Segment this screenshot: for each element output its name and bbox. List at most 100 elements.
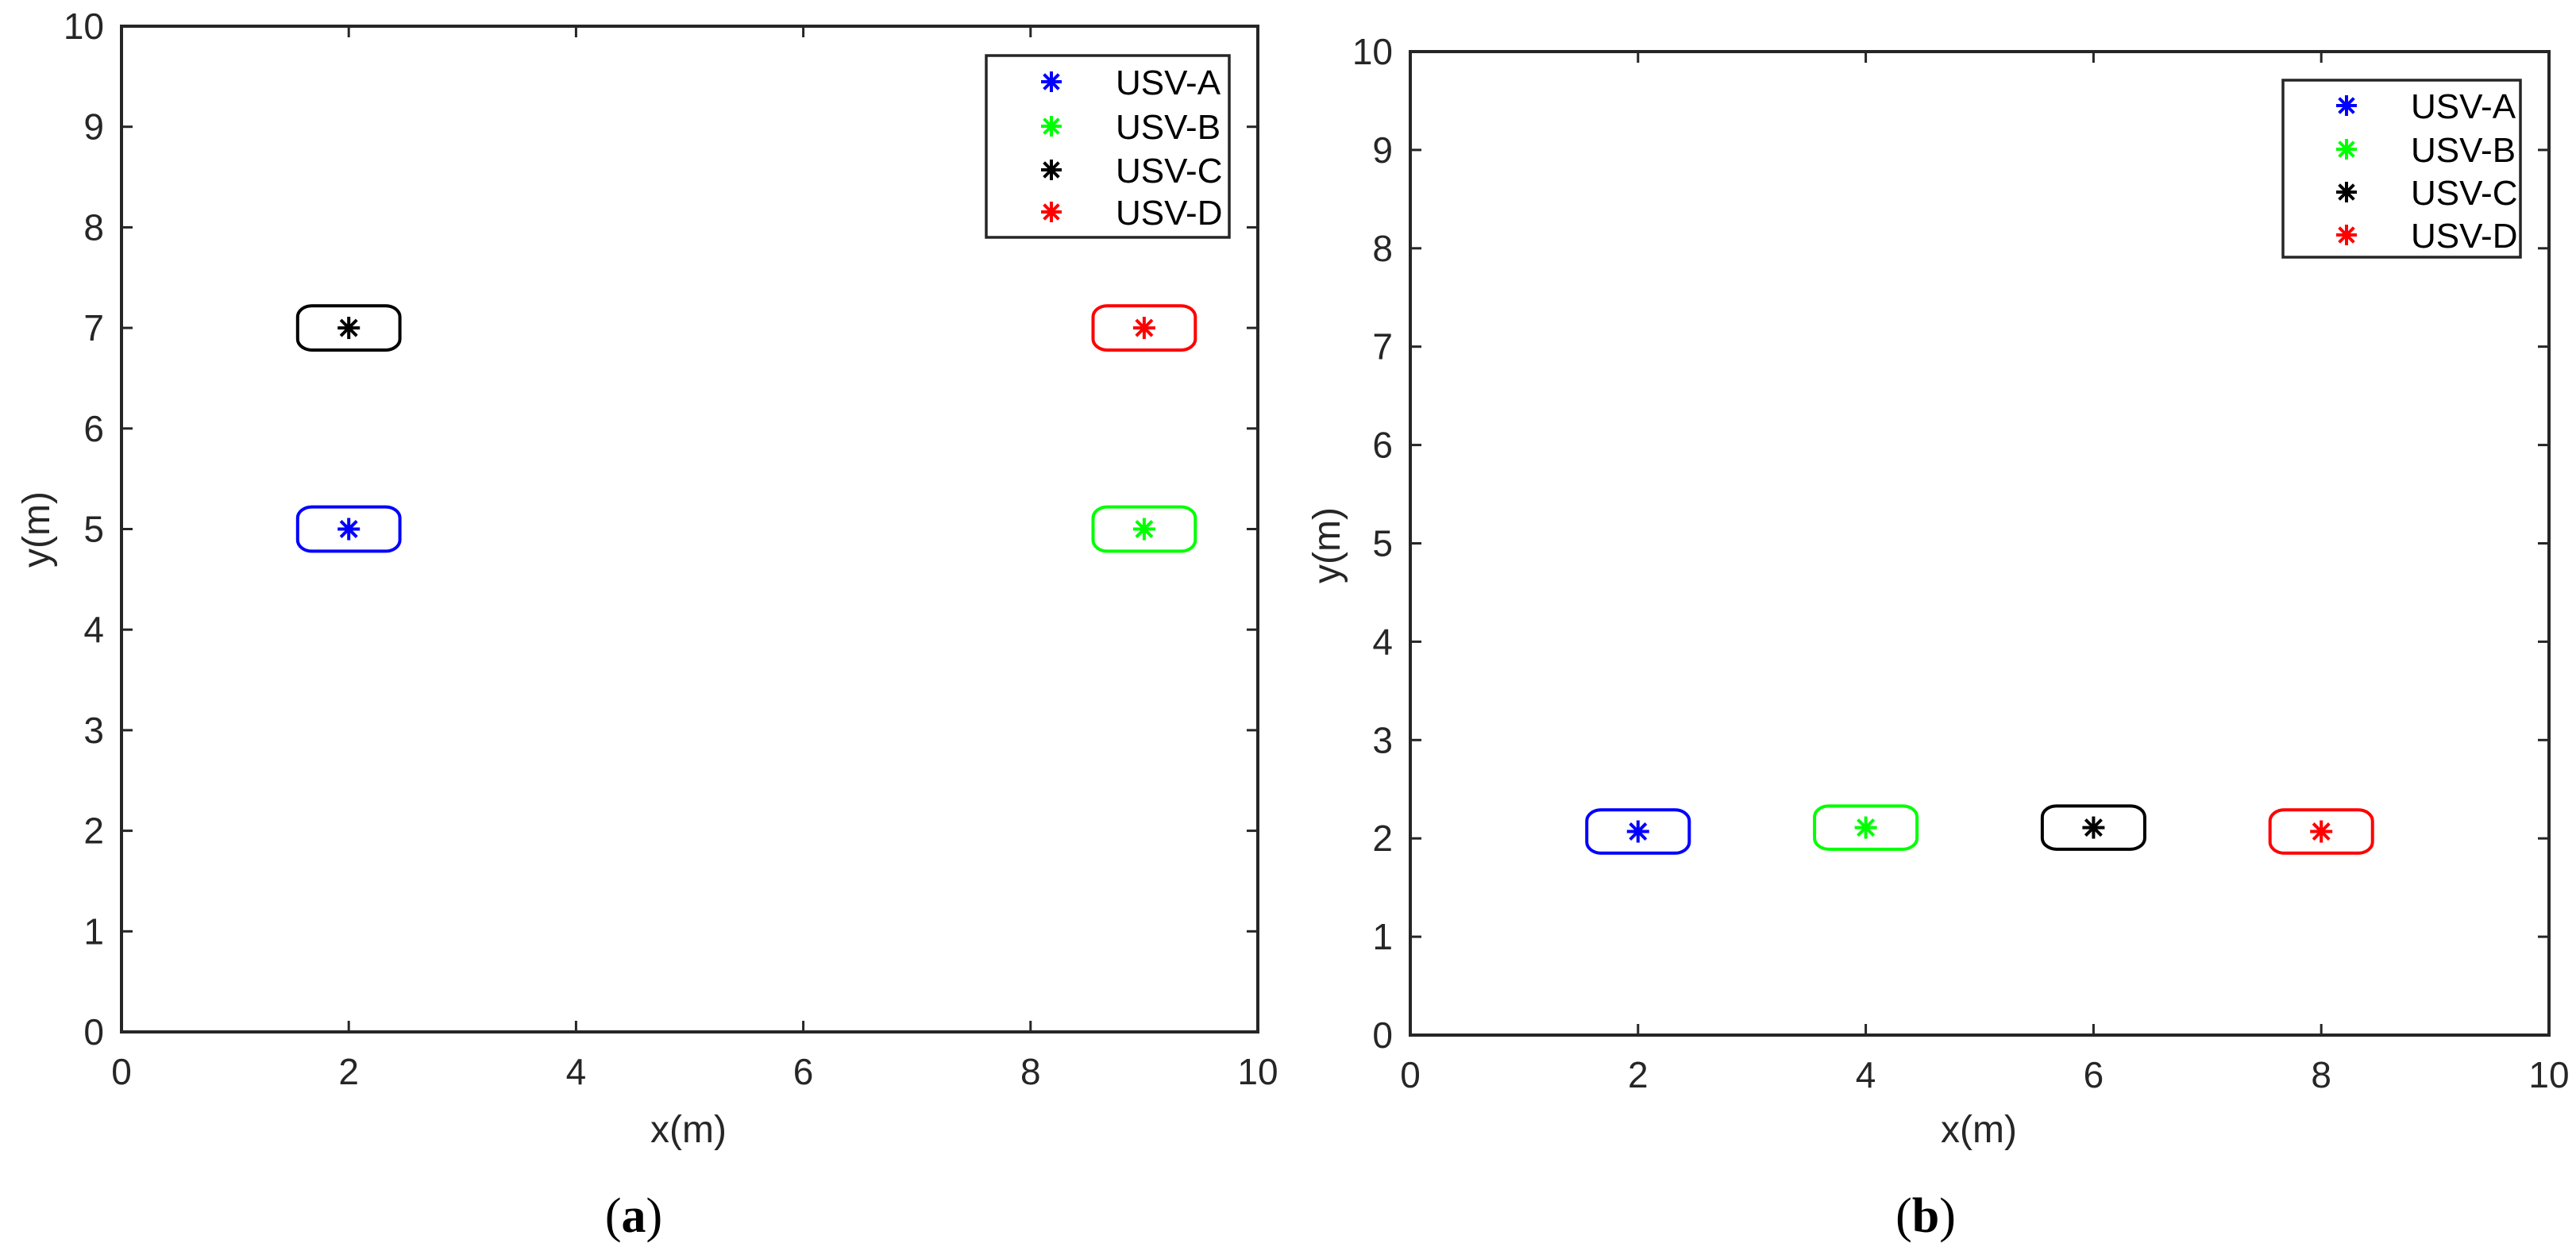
y-tick-label: 7	[1372, 326, 1393, 368]
y-tick-label: 9	[1372, 129, 1393, 171]
y-tick-label: 5	[1372, 523, 1393, 564]
usv-usv-c	[295, 304, 402, 352]
x-axis-label-a: x(m)	[650, 1109, 727, 1151]
asterisk-marker-icon	[2336, 139, 2357, 160]
x-tick-label: 8	[2311, 1054, 2331, 1095]
x-tick-label: 4	[1856, 1054, 1876, 1095]
y-tick-label: 9	[83, 106, 104, 148]
y-axis-label-b: y(m)	[1306, 507, 1348, 583]
legend-item: USV-A	[2336, 87, 2516, 126]
y-tick-label: 2	[83, 810, 104, 852]
y-axis-label-a: y(m)	[16, 491, 58, 568]
y-tick-label: 3	[1372, 719, 1393, 760]
x-tick-label: 10	[1237, 1051, 1278, 1092]
vessel-outline	[295, 304, 402, 352]
x-tick-label: 0	[111, 1051, 132, 1092]
x-tick-label: 10	[2528, 1054, 2569, 1095]
asterisk-marker-icon	[2336, 182, 2357, 202]
panel-caption-b: (b)	[1895, 1189, 1956, 1243]
legend-label: USV-D	[1116, 194, 1222, 233]
asterisk-marker-icon	[2082, 816, 2105, 839]
legend-label: USV-B	[1116, 108, 1221, 147]
asterisk-marker-icon	[1041, 160, 1062, 180]
asterisk-marker-icon	[1626, 820, 1649, 843]
asterisk-marker-icon	[1041, 116, 1062, 137]
usv-usv-d	[1091, 304, 1197, 352]
asterisk-marker-icon	[1132, 317, 1155, 340]
caption-letter: a	[622, 1189, 646, 1243]
panel-b: 0 2 4 6 8 10012345678910x(m)y(m)USV-AUSV-BUSV…	[1306, 31, 2570, 1243]
legend-label: USV-C	[2411, 174, 2517, 213]
x-tick-label: 6	[793, 1051, 814, 1092]
vessel-outline	[1585, 808, 1691, 855]
asterisk-marker-icon	[2336, 225, 2357, 245]
y-tick-label: 4	[1372, 621, 1393, 662]
legend-item: USV-B	[1041, 108, 1221, 147]
x-tick-label: 8	[1020, 1051, 1041, 1092]
asterisk-marker-icon	[337, 317, 361, 340]
legend-item: USV-C	[2336, 174, 2517, 213]
y-tick-label: 0	[83, 1011, 104, 1053]
caption-letter: b	[1912, 1189, 1939, 1243]
y-tick-label: 7	[83, 307, 104, 348]
y-tick-label: 3	[83, 710, 104, 751]
panel-a: 0 2 4 6 8 10 0 1 2 3 4 5 6 7 8 9 10 x(m) y(m) USV-A USV-B USV…	[16, 6, 1278, 1243]
usv-usv-a	[295, 505, 402, 553]
y-tick-label: 1	[83, 910, 104, 952]
y-tick-label: 10	[64, 6, 104, 47]
usv-usv-c	[2040, 804, 2146, 851]
y-tick-label: 8	[83, 206, 104, 248]
asterisk-marker-icon	[2336, 95, 2357, 116]
x-tick-label: 4	[566, 1051, 587, 1092]
usv-usv-b	[1813, 804, 1919, 851]
legend-b: USV-A USV-B USV-C USV-D	[2281, 79, 2522, 259]
legend-item: USV-B	[2336, 131, 2516, 170]
y-tick-label: 10	[1352, 31, 1393, 72]
usv-usv-b	[1091, 505, 1197, 553]
y-tick-label: 6	[1372, 425, 1393, 466]
asterisk-marker-icon	[337, 518, 361, 541]
legend-label: USV-B	[2411, 131, 2516, 170]
asterisk-marker-icon	[1041, 71, 1062, 92]
x-tick-label: 2	[338, 1051, 359, 1092]
y-tick-label: 5	[83, 509, 104, 550]
vessel-outline	[2268, 808, 2374, 855]
legend-label: USV-A	[1116, 64, 1221, 102]
legend-label: USV-D	[2411, 217, 2517, 256]
x-tick-label: 2	[1628, 1054, 1649, 1095]
x-ticks-a: 0 2 4 6 8 10	[111, 26, 1278, 1092]
asterisk-marker-icon	[1132, 518, 1155, 541]
y-ticks-a: 0 1 2 3 4 5 6 7 8 9 10	[64, 6, 1258, 1053]
y-tick-label: 6	[83, 408, 104, 449]
legend-item: USV-C	[1041, 152, 1222, 191]
x-ticks-b: 0 2 4 6 8 10	[1400, 52, 2570, 1095]
x-axis-label-b: x(m)	[1941, 1109, 2017, 1151]
legend-item: USV-D	[1041, 194, 1222, 233]
y-tick-label: 8	[1372, 228, 1393, 269]
y-tick-label: 0	[1372, 1014, 1393, 1056]
y-tick-label: 1	[1372, 916, 1393, 957]
usv-usv-a	[1585, 808, 1691, 855]
asterisk-marker-icon	[1041, 202, 1062, 222]
legend-label: USV-C	[1116, 152, 1222, 191]
asterisk-marker-icon	[2310, 820, 2333, 843]
legend-box	[985, 54, 1231, 239]
legend-item: USV-D	[2336, 217, 2517, 256]
y-tick-label: 4	[83, 609, 104, 650]
vessel-outline	[1091, 304, 1197, 352]
vessel-outline	[2040, 804, 2146, 851]
legend-item: USV-A	[1041, 64, 1221, 102]
legend-box	[2281, 79, 2522, 259]
vessel-outline	[1813, 804, 1919, 851]
legend-label: USV-A	[2411, 87, 2516, 126]
x-tick-label: 0	[1400, 1054, 1421, 1095]
panel-caption-a: (a)	[605, 1189, 662, 1243]
y-ticks-b: 0 1 2 3 4 5 6 7 8 9 10	[1352, 31, 2549, 1056]
x-tick-label: 6	[2084, 1054, 2104, 1095]
y-tick-label: 2	[1372, 818, 1393, 859]
vessel-outline	[295, 505, 402, 553]
asterisk-marker-icon	[1854, 816, 1877, 839]
usv-usv-d	[2268, 808, 2374, 855]
